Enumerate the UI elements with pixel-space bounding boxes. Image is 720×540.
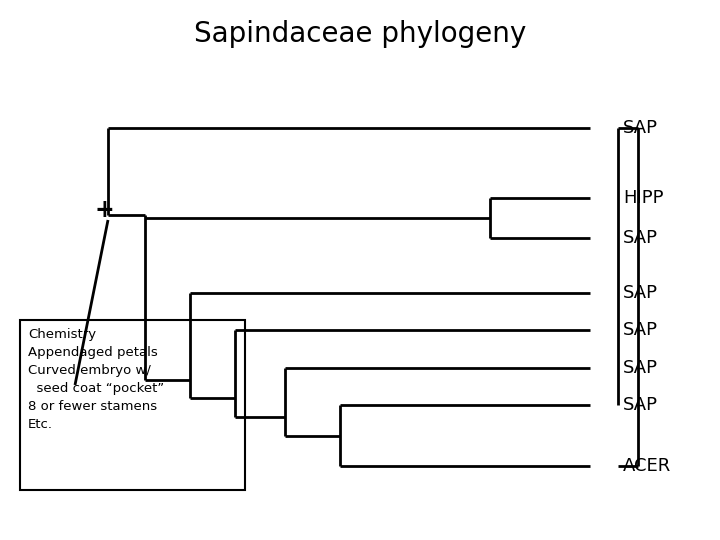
Text: ACER: ACER: [623, 457, 671, 475]
Text: Sapindaceae phylogeny: Sapindaceae phylogeny: [194, 20, 526, 48]
Text: SAP: SAP: [623, 284, 658, 302]
Text: SAP: SAP: [623, 321, 658, 339]
Text: SAP: SAP: [623, 119, 658, 137]
Text: Chemistry
Appendaged petals
Curved embryo w/
  seed coat “pocket”
8 or fewer sta: Chemistry Appendaged petals Curved embry…: [28, 328, 164, 431]
Text: +: +: [94, 198, 114, 222]
Text: HIPP: HIPP: [623, 189, 664, 207]
Text: SAP: SAP: [623, 359, 658, 377]
Text: SAP: SAP: [623, 229, 658, 247]
Text: SAP: SAP: [623, 396, 658, 414]
